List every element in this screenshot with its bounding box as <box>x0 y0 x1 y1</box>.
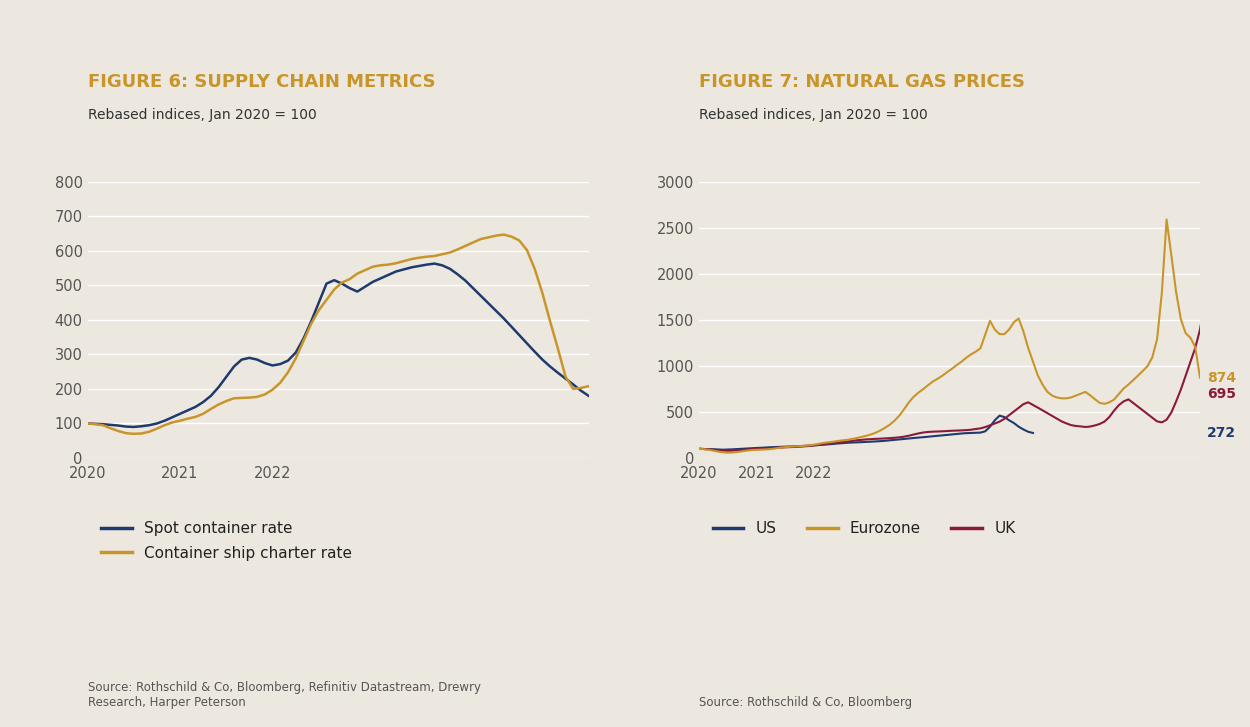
Text: Source: Rothschild & Co, Bloomberg: Source: Rothschild & Co, Bloomberg <box>699 696 912 709</box>
Text: FIGURE 6: SUPPLY CHAIN METRICS: FIGURE 6: SUPPLY CHAIN METRICS <box>88 73 435 91</box>
Text: Rebased indices, Jan 2020 = 100: Rebased indices, Jan 2020 = 100 <box>699 108 928 122</box>
Text: Source: Rothschild & Co, Bloomberg, Refinitiv Datastream, Drewry
Research, Harpe: Source: Rothschild & Co, Bloomberg, Refi… <box>88 680 480 709</box>
Text: FIGURE 7: NATURAL GAS PRICES: FIGURE 7: NATURAL GAS PRICES <box>699 73 1025 91</box>
Legend: Spot container rate, Container ship charter rate: Spot container rate, Container ship char… <box>95 515 359 567</box>
Text: 874: 874 <box>1208 371 1236 385</box>
Text: Rebased indices, Jan 2020 = 100: Rebased indices, Jan 2020 = 100 <box>88 108 316 122</box>
Text: 272: 272 <box>1208 426 1236 440</box>
Legend: US, Eurozone, UK: US, Eurozone, UK <box>706 515 1021 542</box>
Text: 695: 695 <box>1208 387 1236 401</box>
